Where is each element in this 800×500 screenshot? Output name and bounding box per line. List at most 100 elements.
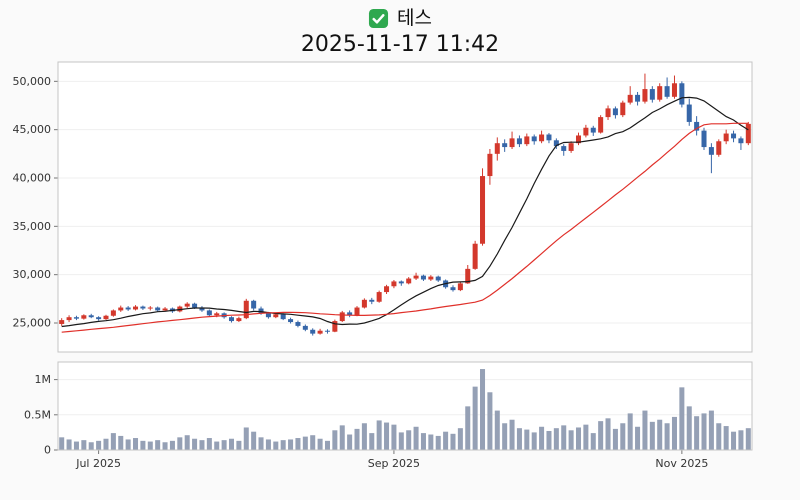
candle-body xyxy=(598,117,604,133)
candle-body xyxy=(228,317,235,322)
volume-bar xyxy=(575,427,582,450)
volume-bar xyxy=(354,428,360,450)
candle-body xyxy=(524,136,530,145)
volume-bar xyxy=(524,429,530,450)
candle-body xyxy=(671,83,677,97)
volume-bar xyxy=(243,427,249,450)
volume-bar xyxy=(465,406,471,450)
candle-body xyxy=(657,86,663,100)
volume-bar xyxy=(428,434,434,450)
ma-line-MA10 xyxy=(61,96,749,328)
candle-body xyxy=(575,135,582,144)
candle-body xyxy=(516,138,522,145)
candle-body xyxy=(553,140,559,147)
candle-body xyxy=(539,134,545,142)
volume-bar xyxy=(642,410,648,450)
price-pane-frame xyxy=(57,61,753,353)
candle-body xyxy=(81,315,87,319)
candle-body xyxy=(738,138,744,144)
candle-body xyxy=(265,313,271,318)
volume-bar xyxy=(583,424,589,450)
chart-header: 테스 2025-11-17 11:42 xyxy=(0,5,800,57)
volume-bar xyxy=(184,435,190,450)
candle-body xyxy=(457,283,463,291)
volume-bar xyxy=(612,428,618,450)
volume-bar xyxy=(147,441,153,450)
volume-bar xyxy=(236,440,242,450)
candle-body xyxy=(686,104,692,122)
candle-body xyxy=(66,317,72,321)
volume-bar xyxy=(546,430,552,450)
volume-bar xyxy=(561,425,567,450)
candle-body xyxy=(561,146,567,151)
volume-bar xyxy=(694,416,700,450)
volume-bar xyxy=(457,428,463,450)
volume-bar xyxy=(103,438,109,450)
chart-title-row: 테스 xyxy=(0,5,800,31)
volume-bar xyxy=(258,437,264,450)
candle-body xyxy=(612,108,618,116)
volume-bar xyxy=(590,433,596,450)
candle-body xyxy=(472,243,478,269)
candle-body xyxy=(73,317,79,319)
candle-body xyxy=(214,313,220,316)
volume-bar xyxy=(553,428,559,450)
volume-bar xyxy=(118,435,124,450)
volume-bar xyxy=(376,420,382,450)
candle-body xyxy=(273,314,279,318)
volume-bar xyxy=(480,369,486,450)
volume-bar xyxy=(199,440,205,450)
volume-bar xyxy=(295,438,301,450)
volume-bar xyxy=(155,440,161,450)
volume-bar xyxy=(288,439,294,450)
volume-bar xyxy=(162,442,168,450)
candle-body xyxy=(450,287,456,291)
candle-body xyxy=(406,278,412,284)
candle-body xyxy=(480,176,486,244)
price-pane xyxy=(58,62,752,352)
price-tick-label: 30,000 xyxy=(13,268,52,281)
candle-body xyxy=(605,108,611,118)
volume-bar xyxy=(273,441,279,450)
candle-body xyxy=(251,300,257,309)
volume-bar xyxy=(280,440,286,450)
candle-body xyxy=(664,86,670,97)
volume-bar xyxy=(413,426,419,450)
ma-line-MA30 xyxy=(61,122,749,333)
volume-bar xyxy=(125,439,131,450)
volume-bar xyxy=(384,422,390,450)
date-tick-label: Nov 2025 xyxy=(655,457,708,470)
candle-body xyxy=(280,314,286,320)
volume-bar xyxy=(671,416,677,450)
volume-bar xyxy=(206,438,212,450)
volume-bar xyxy=(110,433,116,450)
candle-body xyxy=(339,312,345,322)
volume-bar xyxy=(177,437,183,450)
price-tick-label: 45,000 xyxy=(13,123,52,136)
volume-bar xyxy=(133,438,139,450)
volume-bar xyxy=(598,421,604,450)
candle-body xyxy=(745,123,751,144)
candle-body xyxy=(310,329,316,334)
candle-body xyxy=(376,292,382,302)
volume-bar xyxy=(450,433,456,450)
candle-body xyxy=(731,133,737,139)
candle-body xyxy=(509,138,515,148)
candle-body xyxy=(118,307,124,311)
volume-bar xyxy=(539,426,545,450)
candle-body xyxy=(716,141,722,155)
candle-body xyxy=(642,89,648,102)
candle-body xyxy=(147,307,153,309)
date-tick-label: Jul 2025 xyxy=(75,457,121,470)
candle-body xyxy=(494,143,500,154)
volume-bar xyxy=(657,419,663,450)
candle-body xyxy=(103,315,109,320)
volume-bar xyxy=(398,432,404,450)
candle-body xyxy=(701,130,707,148)
volume-bar xyxy=(716,423,722,450)
price-tick-label: 35,000 xyxy=(13,220,52,233)
candle-body xyxy=(391,281,397,287)
chart-timestamp: 2025-11-17 11:42 xyxy=(300,32,500,57)
candle-body xyxy=(236,318,242,322)
